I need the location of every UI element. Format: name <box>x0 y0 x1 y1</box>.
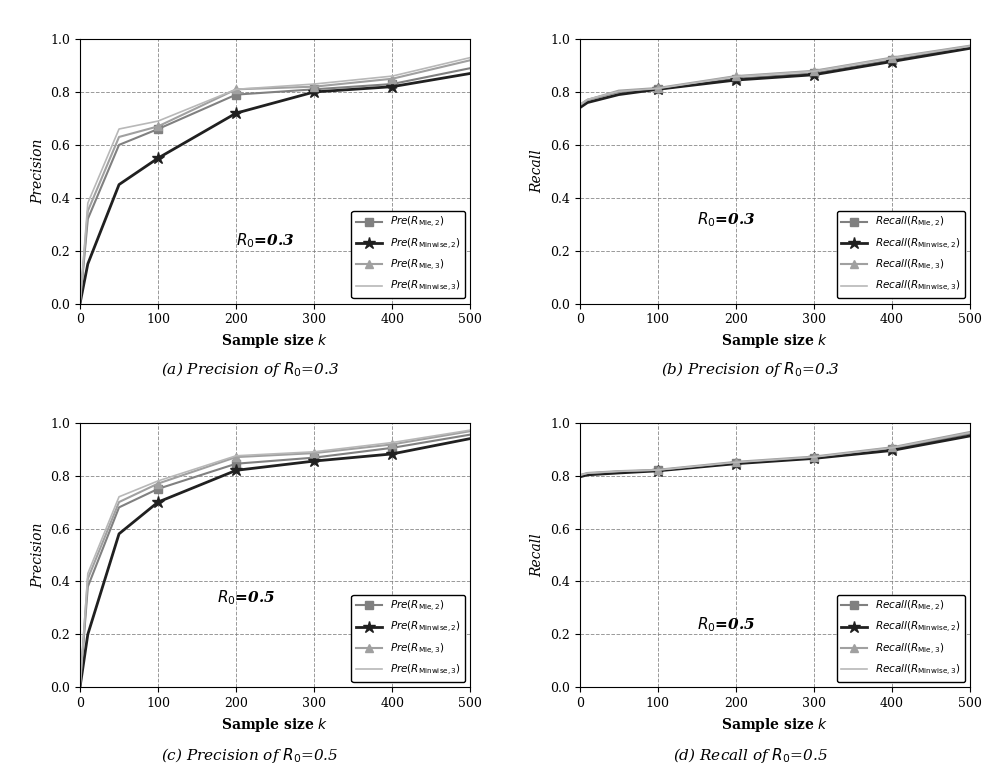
Legend: $Recall(R_{\mathrm{Mle,2}})$, $Recall(R_{\mathrm{Minwise,2}})$, $Recall(R_{\math: $Recall(R_{\mathrm{Mle,2}})$, $Recall(R_… <box>837 211 965 298</box>
Text: (a) Precision of $R_0$=0.3: (a) Precision of $R_0$=0.3 <box>161 360 339 379</box>
Text: $R_0$=0.3: $R_0$=0.3 <box>697 210 755 229</box>
Text: $R_0$=0.5: $R_0$=0.5 <box>217 589 275 608</box>
Text: (b) Precision of $R_0$=0.3: (b) Precision of $R_0$=0.3 <box>661 360 839 379</box>
X-axis label: Sample size $k$: Sample size $k$ <box>221 715 329 733</box>
Text: (c) Precision of $R_0$=0.5: (c) Precision of $R_0$=0.5 <box>161 747 339 765</box>
X-axis label: Sample size $k$: Sample size $k$ <box>721 332 829 350</box>
Y-axis label: Recall: Recall <box>530 149 544 193</box>
Y-axis label: Precision: Precision <box>31 139 45 204</box>
Legend: $Pre(R_{\mathrm{Mle,2}})$, $Pre(R_{\mathrm{Minwise,2}})$, $Pre(R_{\mathrm{Mle,3}: $Pre(R_{\mathrm{Mle,2}})$, $Pre(R_{\math… <box>351 594 465 682</box>
Legend: $Pre(R_{\mathrm{Mle,2}})$, $Pre(R_{\mathrm{Minwise,2}})$, $Pre(R_{\mathrm{Mle,3}: $Pre(R_{\mathrm{Mle,2}})$, $Pre(R_{\math… <box>351 211 465 298</box>
X-axis label: Sample size $k$: Sample size $k$ <box>721 715 829 733</box>
Legend: $Recall(R_{\mathrm{Mle,2}})$, $Recall(R_{\mathrm{Minwise,2}})$, $Recall(R_{\math: $Recall(R_{\mathrm{Mle,2}})$, $Recall(R_… <box>837 594 965 682</box>
Text: (d) Recall of $R_0$=0.5: (d) Recall of $R_0$=0.5 <box>673 747 827 765</box>
Y-axis label: Precision: Precision <box>31 522 45 587</box>
X-axis label: Sample size $k$: Sample size $k$ <box>221 332 329 350</box>
Text: $R_0$=0.3: $R_0$=0.3 <box>236 231 295 250</box>
Text: $R_0$=0.5: $R_0$=0.5 <box>697 615 755 633</box>
Y-axis label: Recall: Recall <box>530 533 544 577</box>
